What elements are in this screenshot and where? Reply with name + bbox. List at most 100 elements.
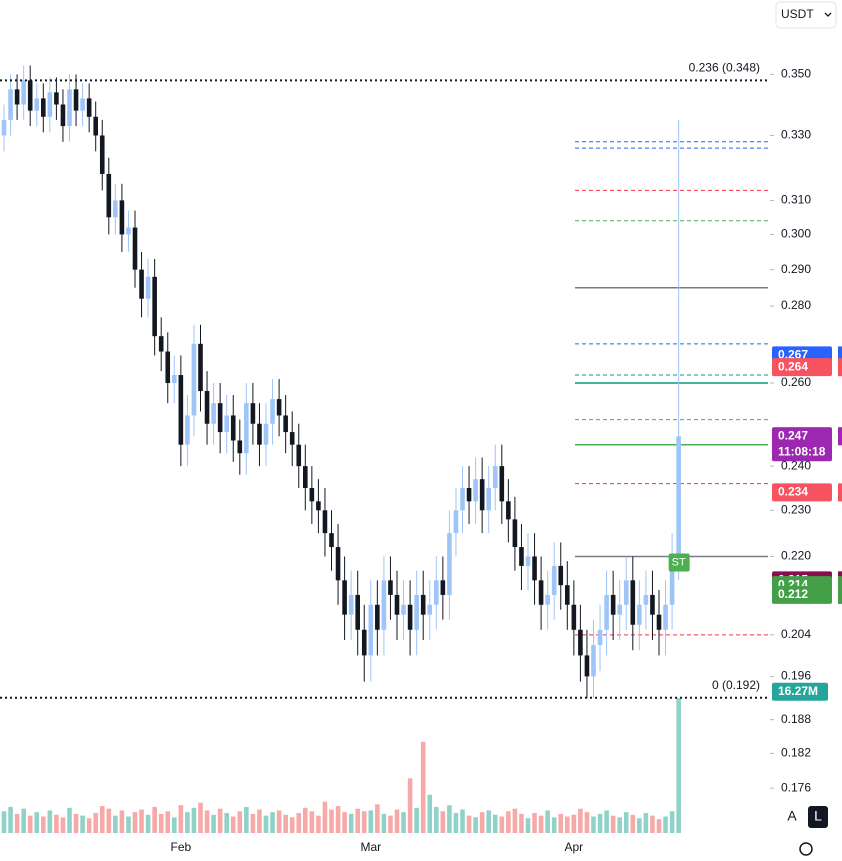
candle-body [558,565,564,586]
y-tick-label: 0.310 [781,193,811,207]
candle-body [335,547,341,581]
candle-body [93,116,98,136]
candle-body [512,519,518,548]
volume-bar [34,812,40,833]
price-tag-edge [838,576,842,595]
candle-body [296,444,302,467]
volume-bar [99,806,105,833]
candle-body [597,629,603,646]
candle-body [303,466,308,488]
volume-bar [663,816,668,833]
candle-body [67,89,72,127]
x-tick-label: Apr [565,840,584,854]
volume-bar [27,815,33,833]
volume-bar [14,813,20,833]
y-tick-label: 0.330 [781,128,811,142]
candle-body [617,604,622,615]
candle-body [263,423,269,445]
candle-body [532,556,537,581]
dropdown-arrow [824,12,832,17]
currency-select[interactable] [775,1,837,29]
candle-body [178,375,184,445]
candle-body [257,423,262,445]
log-scale-button[interactable] [808,806,828,828]
candle-body [54,92,59,105]
candle-body [145,276,151,299]
candle-body [591,645,596,677]
volume-bar [80,815,85,833]
price-tag-label: 0.247 [778,428,808,442]
volume-bar [407,778,413,833]
candle-body [348,594,354,615]
candle-body [211,403,216,424]
auto-scale-button[interactable] [781,806,803,828]
volume-bar [460,809,465,833]
candle-body [492,466,498,488]
candle-body [14,89,20,105]
volume-bar [8,806,13,833]
candle-body [8,89,13,120]
candle-body [329,533,334,548]
volume-bar [388,815,393,833]
volume-bar [375,804,380,833]
candle-body [139,269,144,299]
volume-bar [257,809,262,833]
volume-bar [427,794,433,833]
volume-bar [643,813,649,833]
candle-body [368,604,374,656]
candle-body [643,594,649,605]
y-tick-label: 0.300 [781,227,811,241]
volume-bar [532,813,537,833]
candle-body [401,604,406,615]
candle-body [623,580,629,605]
candle-body [342,580,347,615]
volume-bar [230,816,236,833]
volume-bar [381,813,387,833]
volume-bar [119,810,125,833]
settings-icon[interactable] [799,842,813,856]
candle-body [479,479,485,511]
price-tag-edge [838,427,842,446]
candle-body [361,629,367,656]
candle-body [669,556,675,605]
volume-bar [453,813,459,833]
y-tick-label: 0.260 [781,375,811,389]
price-tag [772,483,832,502]
candle-body [34,98,40,111]
candle-body [165,351,171,384]
candle-body [650,594,655,615]
candle-body [453,510,459,534]
candle-body [499,466,505,502]
candle-body [309,487,315,502]
candle-body [571,604,577,630]
volume-bar [270,812,275,833]
volume-bar [73,813,79,833]
volume-bar [434,806,439,833]
candle-body [191,343,197,416]
candle-body [578,629,583,656]
x-tick-label: Mar [360,840,381,854]
candle-body [538,580,544,605]
currency-label: USDT [781,7,814,21]
volume-bar [656,819,662,833]
volume-bar [545,810,550,833]
volume-bar [172,817,177,833]
candle-body [244,403,249,454]
price-tag-edge [838,585,842,604]
volume-bar [447,805,452,833]
volume-bar [237,811,243,833]
candle-body [132,227,138,270]
candle-body [466,487,472,502]
volume-bar [126,816,131,833]
volume-bar [191,807,197,833]
volume-bar [322,801,328,833]
volume-bar [512,808,518,833]
volume-bar [420,741,426,833]
volume-bar [276,810,282,833]
candle-body [381,580,387,630]
badge [668,553,690,572]
fib-label: 0.236 (0.348) [689,61,760,75]
volume-bar [211,814,216,833]
volume-bar [565,816,570,833]
